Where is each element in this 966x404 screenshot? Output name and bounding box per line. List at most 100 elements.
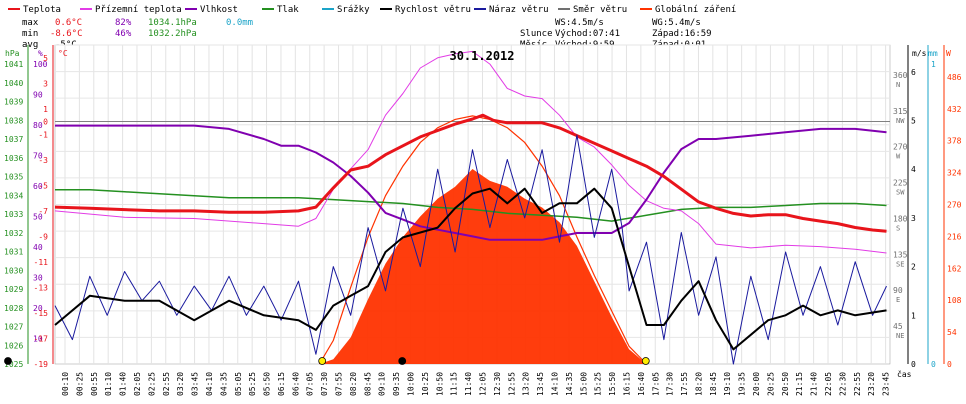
- tick-time: 05:05: [234, 372, 243, 396]
- tick-direction: 360: [893, 71, 908, 80]
- stat-label-min: min: [22, 29, 38, 39]
- stat-min-press: 1032.2hPa: [148, 29, 197, 39]
- stat-min-hum: 46%: [115, 29, 132, 39]
- moonrise-marker: [398, 357, 407, 365]
- tick-time: 00:10: [61, 372, 70, 396]
- tick-time: 12:55: [507, 372, 516, 396]
- tick-pct: 40: [33, 243, 43, 252]
- tick-hpa: 1025: [4, 360, 23, 369]
- tick-time: 20:50: [781, 372, 790, 396]
- tick-temp: -15: [34, 309, 49, 318]
- tick-time: 15:50: [608, 372, 617, 396]
- tick-direction-compass: W: [896, 153, 901, 161]
- tick-temp: -17: [34, 334, 49, 343]
- tick-time: 20:00: [752, 372, 761, 396]
- tick-direction-compass: NE: [896, 332, 904, 340]
- tick-time: 06:40: [291, 372, 300, 396]
- tick-direction: 225: [893, 179, 908, 188]
- sun-label: Slunce: [520, 29, 553, 39]
- axis-title-time: čas: [897, 369, 912, 379]
- axis-title-temp: °C: [58, 49, 68, 58]
- tick-hpa: 1029: [4, 285, 23, 294]
- tick-time: 07:05: [306, 372, 315, 396]
- legend-label: Teplota: [23, 5, 61, 15]
- tick-time: 02:25: [147, 372, 156, 396]
- tick-hpa: 1035: [4, 173, 23, 182]
- tick-wm2: 324: [947, 169, 962, 178]
- tick-hpa: 1033: [4, 210, 23, 219]
- tick-direction-compass: S: [896, 224, 900, 232]
- tick-time: 17:05: [651, 372, 660, 396]
- chart-title: 30.1.2012: [449, 49, 514, 63]
- tick-pct: 80: [33, 121, 43, 130]
- tick-direction: 180: [893, 214, 908, 223]
- tick-wm2: 0: [947, 360, 952, 369]
- tick-hpa: 1039: [4, 98, 23, 107]
- axis-title-ms: m/s: [912, 49, 927, 58]
- tick-pct: 50: [33, 213, 43, 222]
- tick-hpa: 1032: [4, 229, 23, 238]
- tick-time: 16:15: [622, 372, 631, 396]
- tick-pct: 90: [33, 91, 43, 100]
- tick-time: 05:50: [263, 372, 272, 396]
- tick-temp: -19: [34, 360, 49, 369]
- stat-max-temp: 0.6°C: [55, 18, 82, 28]
- tick-direction: 90: [893, 286, 903, 295]
- legend-label: Směr větru: [573, 5, 627, 15]
- tick-time: 21:15: [795, 372, 804, 396]
- tick-mm: 1: [931, 60, 936, 69]
- tick-wm2: 432: [947, 105, 962, 114]
- tick-direction: 270: [893, 143, 908, 152]
- tick-hpa: 1038: [4, 116, 23, 125]
- tick-ms: 1: [911, 311, 916, 320]
- tick-temp: 3: [43, 79, 48, 88]
- tick-direction: 315: [893, 107, 908, 116]
- stat-label-avg: avg: [22, 40, 38, 50]
- tick-time: 05:25: [248, 372, 257, 396]
- tick-pct: 100: [33, 60, 48, 69]
- tick-wm2: 54: [947, 328, 957, 337]
- tick-time: 19:10: [723, 372, 732, 396]
- tick-pct: 60: [33, 182, 43, 191]
- tick-temp: -9: [38, 232, 48, 241]
- tick-time: 17:30: [666, 372, 675, 396]
- tick-direction-compass: NW: [896, 117, 905, 125]
- tick-time: 18:45: [709, 372, 718, 396]
- tick-direction-compass: N: [896, 81, 900, 89]
- series-wind-gust: [54, 134, 887, 365]
- sunrise-info: Východ:07:41: [555, 29, 620, 39]
- tick-time: 21:40: [810, 372, 819, 396]
- tick-temp: -1: [38, 130, 48, 139]
- tick-time: 00:55: [90, 372, 99, 396]
- tick-hpa: 1026: [4, 341, 23, 350]
- tick-time: 03:45: [191, 372, 200, 396]
- tick-time: 00:25: [75, 372, 84, 396]
- moonset-marker: [4, 357, 12, 365]
- tick-time: 11:15: [450, 372, 459, 396]
- axes: hPa% °C m/s mm W1041104010391038103710361035…: [4, 45, 962, 396]
- tick-time: 01:10: [104, 372, 113, 396]
- tick-time: 13:20: [522, 372, 531, 396]
- tick-time: 12:30: [493, 372, 502, 396]
- wind-speed-info: WS:4.5m/s: [555, 18, 604, 28]
- legend-label: Náraz větru: [489, 5, 549, 15]
- series-humidity: [55, 124, 887, 241]
- tick-direction-compass: SW: [896, 189, 905, 197]
- tick-hpa: 1030: [4, 266, 23, 275]
- tick-wm2: 216: [947, 232, 962, 241]
- tick-time: 10:00: [407, 372, 416, 396]
- tick-time: 04:10: [205, 372, 214, 396]
- legend-label: Vlhkost: [200, 5, 238, 15]
- tick-time: 01:40: [119, 372, 128, 396]
- tick-time: 23:45: [882, 372, 891, 396]
- tick-wm2: 486: [947, 73, 962, 82]
- tick-time: 22:55: [853, 372, 862, 396]
- tick-time: 16:40: [637, 372, 646, 396]
- tick-ms: 2: [911, 263, 916, 272]
- tick-mm: 0: [931, 360, 936, 369]
- series-ground-temperature: [54, 50, 887, 254]
- tick-pct: 20: [33, 304, 43, 313]
- data-series: [4, 50, 887, 365]
